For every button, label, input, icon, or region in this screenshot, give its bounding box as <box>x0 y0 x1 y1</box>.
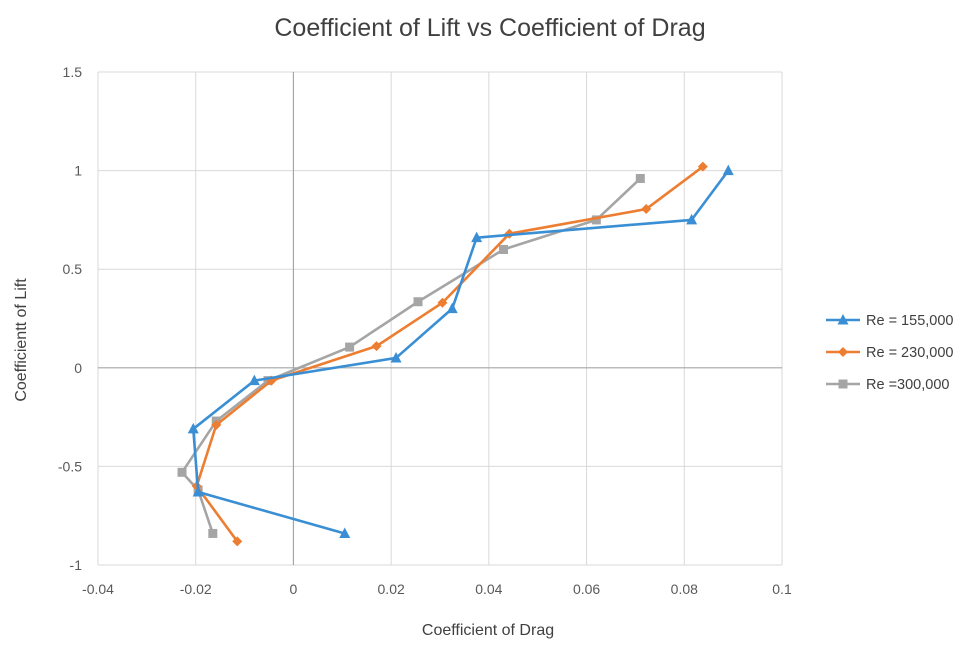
legend-marker <box>837 314 849 325</box>
data-point <box>211 419 222 430</box>
legend: Re = 155,000 Re = 230,000 Re =300,000 <box>826 313 953 393</box>
legend-item: Re =300,000 <box>826 377 949 393</box>
series-layer <box>177 161 734 547</box>
x-tick-label: 0.06 <box>573 581 600 597</box>
data-point <box>248 374 260 386</box>
data-point <box>437 297 448 308</box>
data-point <box>722 164 734 176</box>
series-line <box>195 165 704 543</box>
x-tick-label: -0.04 <box>82 581 114 597</box>
data-point <box>208 528 218 538</box>
legend-label: Re = 155,000 <box>866 313 953 329</box>
y-tick-label: 1 <box>74 163 82 179</box>
data-point <box>187 422 199 434</box>
data-point <box>499 244 509 254</box>
legend-marker <box>838 379 848 389</box>
series-line <box>180 177 642 534</box>
data-point <box>413 297 423 307</box>
series-line <box>191 169 730 535</box>
y-tick-label: 1.5 <box>63 64 83 80</box>
data-point <box>641 204 652 215</box>
y-tick-label: 0.5 <box>63 261 83 277</box>
y-axis-title: Coefficientt of Lift <box>13 278 30 402</box>
legend-label: Re =300,000 <box>866 377 949 393</box>
tick-labels: -0.04 -0.02 0 0.02 0.04 0.06 0.08 0.1 1.5 1 0.5 0 -0… <box>58 64 792 597</box>
x-tick-label: 0.04 <box>475 581 502 597</box>
data-point <box>390 351 402 363</box>
axes <box>98 72 782 565</box>
data-point <box>697 161 708 172</box>
y-tick-label: -1 <box>70 557 83 573</box>
y-tick-label: 0 <box>74 360 82 376</box>
legend-label: Re = 230,000 <box>866 345 953 361</box>
data-point <box>471 231 483 243</box>
legend-marker <box>838 347 848 357</box>
x-axis-title: Coefficient of Drag <box>421 622 555 639</box>
x-tick-label: 0 <box>290 581 298 597</box>
data-point <box>345 342 355 352</box>
series-1 <box>191 161 708 547</box>
x-tick-label: -0.02 <box>180 581 212 597</box>
series-0 <box>187 164 734 538</box>
data-point <box>635 173 645 183</box>
x-tick-label: 0.08 <box>671 581 698 597</box>
data-point <box>446 302 458 314</box>
chart-title: Coefficient of Lift vs Coefficient of Dr… <box>274 14 706 42</box>
data-point <box>339 527 351 538</box>
legend-item: Re = 230,000 <box>826 345 953 361</box>
data-point <box>177 467 187 477</box>
data-point <box>371 341 382 352</box>
data-point <box>591 215 601 225</box>
legend-item: Re = 155,000 <box>826 313 953 329</box>
data-point <box>192 486 204 497</box>
y-tick-label: -0.5 <box>58 458 82 474</box>
x-tick-label: 0.02 <box>378 581 405 597</box>
data-point <box>232 536 243 547</box>
data-point <box>686 213 698 225</box>
x-tick-label: 0.1 <box>772 581 792 597</box>
